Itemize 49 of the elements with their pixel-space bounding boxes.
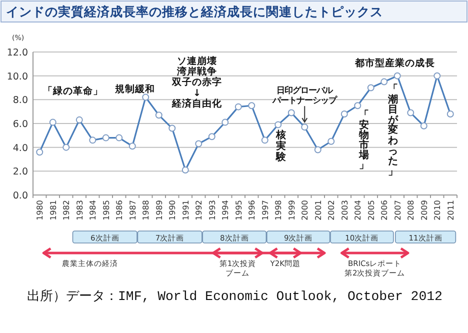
x-tick-label: 2006	[380, 200, 390, 220]
x-tick-label: 1992	[194, 200, 204, 220]
x-tick-label: 2008	[406, 200, 416, 220]
annotation: 都市型産業の成長	[354, 57, 435, 69]
x-tick-label: 1990	[168, 200, 178, 220]
y-tick-label: 8.0	[12, 95, 28, 106]
annotation: 「緑の革命」	[43, 85, 103, 97]
annotation: ソ連崩壊湾岸戦争双子の赤字↓経済自由化	[171, 55, 223, 110]
annotation: 規制緩和	[114, 83, 155, 95]
x-tick-label: 2011	[446, 200, 456, 220]
x-tick-label: 1981	[48, 200, 58, 220]
x-tick-label: 2002	[327, 200, 336, 220]
x-tick-label: 1991	[181, 200, 190, 220]
x-tick-label: 1980	[36, 200, 45, 220]
x-tick-label: 2000	[300, 200, 310, 220]
x-tick-label: 2003	[340, 200, 350, 220]
annotation: 日印グローバルパートナーシップ	[272, 85, 338, 106]
x-tick-label: 2010	[433, 200, 442, 220]
chart-title: インドの実質経済成長率の推移と経済成長に関連したトピックス	[6, 4, 383, 19]
x-tick-label: 1995	[234, 200, 244, 220]
x-tick-label: 1987	[128, 200, 138, 220]
x-tick-label: 2004	[354, 200, 363, 220]
x-tick-label: 1998	[274, 200, 284, 220]
x-tick-label: 1999	[287, 200, 296, 220]
x-tick-label: 1997	[260, 200, 270, 220]
x-tick-label: 2005	[366, 200, 376, 220]
x-tick-label: 1994	[221, 200, 230, 220]
x-tick-label: 1993	[208, 200, 217, 220]
y-tick-label: 6.0	[12, 119, 28, 130]
y-tick-label: 0.0	[12, 190, 28, 202]
y-tick-label: 4.0	[12, 142, 28, 154]
y-tick-label: 2.0	[12, 166, 28, 178]
x-tick-label: 1989	[154, 200, 164, 220]
x-tick-label: 1988	[142, 200, 151, 220]
x-tick-label: 1986	[115, 200, 124, 220]
x-tick-label: 1984	[88, 200, 98, 220]
x-tick-label: 1982	[62, 200, 72, 220]
text: 「潮目が変わった」	[388, 84, 398, 178]
y-tick-label: 10.0	[6, 71, 28, 82]
x-tick-label: 1983	[75, 200, 84, 220]
x-tick-label: 2007	[393, 200, 402, 220]
annotation: 「安物市場」	[358, 109, 369, 171]
text: 出所）データ：IMF, World Economic Outlook, October 2012	[27, 289, 442, 304]
y-tick-label: 12.0	[6, 48, 28, 58]
annotation: 核実験	[275, 129, 287, 163]
x-tick-label: 1996	[248, 200, 257, 220]
x-tick-label: 2009	[420, 200, 429, 220]
x-tick-label: 2001	[314, 200, 323, 220]
x-tick-label: 1985	[102, 200, 111, 220]
